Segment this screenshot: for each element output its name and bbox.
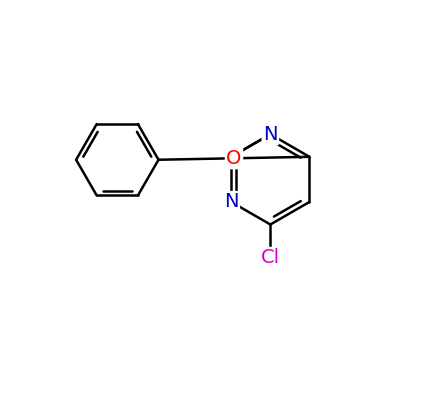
Text: N: N [263, 125, 277, 144]
Text: O: O [226, 149, 242, 168]
Text: Cl: Cl [261, 248, 280, 267]
Text: N: N [224, 193, 239, 211]
